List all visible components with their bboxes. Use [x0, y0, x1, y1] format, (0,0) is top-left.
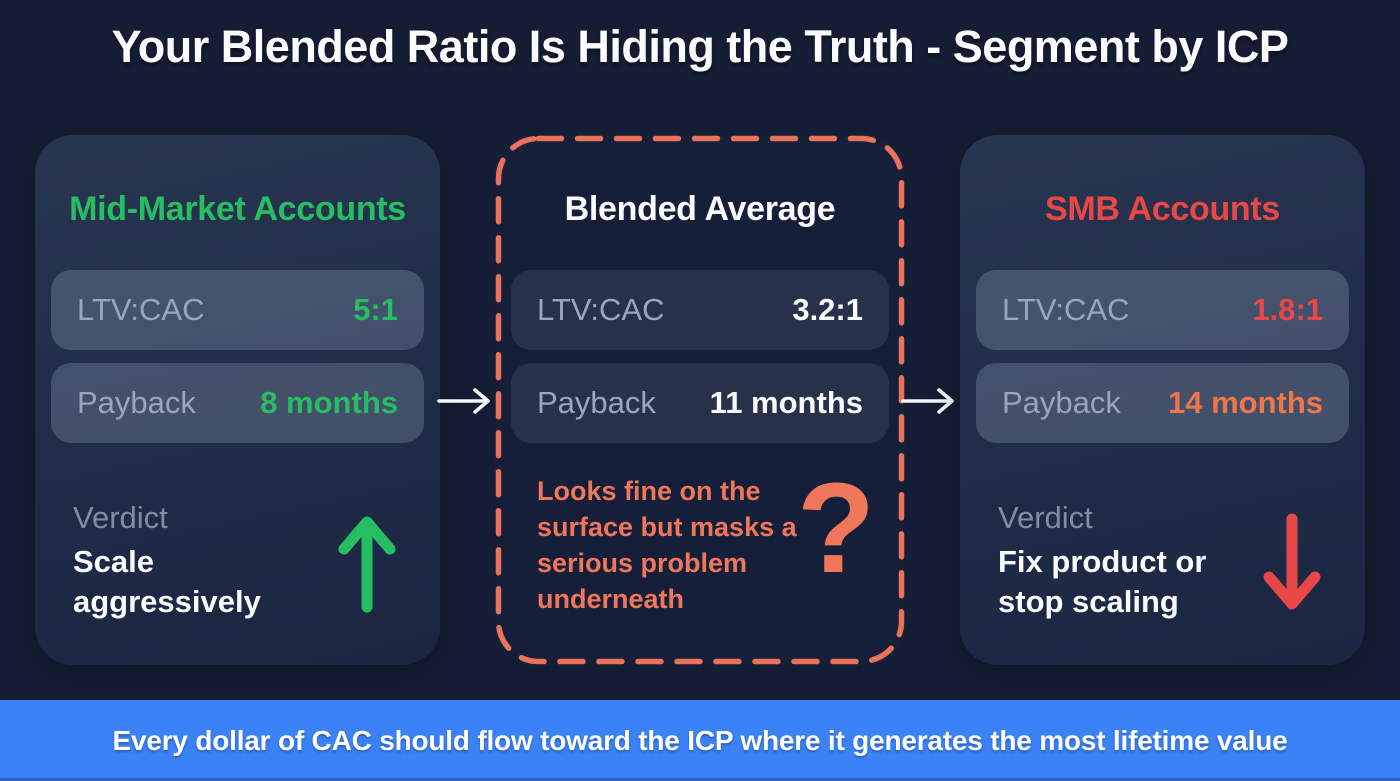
flow-arrow-icon: [437, 386, 493, 421]
up-arrow-icon: [336, 513, 398, 618]
smb-card-title: SMB Accounts: [1044, 190, 1281, 228]
ltv-cac-value: 1.8:1: [1252, 292, 1323, 327]
blended-average-card: Blended Average LTV:CAC 3.2:1 Payback 11…: [495, 135, 905, 665]
footer-banner: Every dollar of CAC should flow toward t…: [0, 700, 1400, 781]
ltv-cac-value: 5:1: [353, 292, 398, 327]
blended-warning-note: Looks fine on the surface but masks a se…: [537, 476, 797, 614]
mid-market-card: Mid-Market Accounts LTV:CAC 5:1 Payback …: [35, 135, 440, 665]
payback-label: Payback: [1002, 385, 1121, 420]
ltv-cac-label: LTV:CAC: [537, 292, 665, 327]
smb-payback-row: Payback 14 months: [976, 363, 1349, 443]
blended-payback-row: Payback 11 months: [511, 363, 889, 443]
payback-value: 8 months: [260, 385, 398, 420]
payback-label: Payback: [537, 385, 656, 420]
verdict-label: Verdict: [998, 500, 1093, 535]
verdict-text: Fix product or stop scaling: [998, 544, 1207, 619]
flow-arrow-icon: [901, 386, 957, 421]
ltv-cac-value: 3.2:1: [792, 292, 863, 327]
smb-verdict-block: Verdict Fix product or stop scaling: [998, 500, 1253, 622]
verdict-label: Verdict: [73, 500, 168, 535]
smb-ltv-cac-row: LTV:CAC 1.8:1: [976, 270, 1349, 350]
mid-market-verdict-block: Verdict Scale aggressively: [73, 500, 308, 622]
ltv-cac-label: LTV:CAC: [77, 292, 205, 327]
payback-value: 14 months: [1167, 385, 1323, 420]
down-arrow-icon: [1261, 513, 1323, 618]
payback-label: Payback: [77, 385, 196, 420]
mid-market-ltv-cac-row: LTV:CAC 5:1: [51, 270, 424, 350]
footer-takeaway-text: Every dollar of CAC should flow toward t…: [112, 724, 1288, 756]
mid-market-payback-row: Payback 8 months: [51, 363, 424, 443]
mid-market-card-title: Mid-Market Accounts: [69, 190, 406, 228]
blended-ltv-cac-row: LTV:CAC 3.2:1: [511, 270, 889, 350]
question-mark-icon: ?: [796, 457, 875, 600]
page-title: Your Blended Ratio Is Hiding the Truth -…: [111, 21, 1289, 72]
payback-value: 11 months: [709, 385, 863, 420]
verdict-text: Scale aggressively: [73, 544, 261, 619]
smb-card: SMB Accounts LTV:CAC 1.8:1 Payback 14 mo…: [960, 135, 1365, 665]
ltv-cac-label: LTV:CAC: [1002, 292, 1130, 327]
blended-average-card-title: Blended Average: [564, 190, 836, 228]
